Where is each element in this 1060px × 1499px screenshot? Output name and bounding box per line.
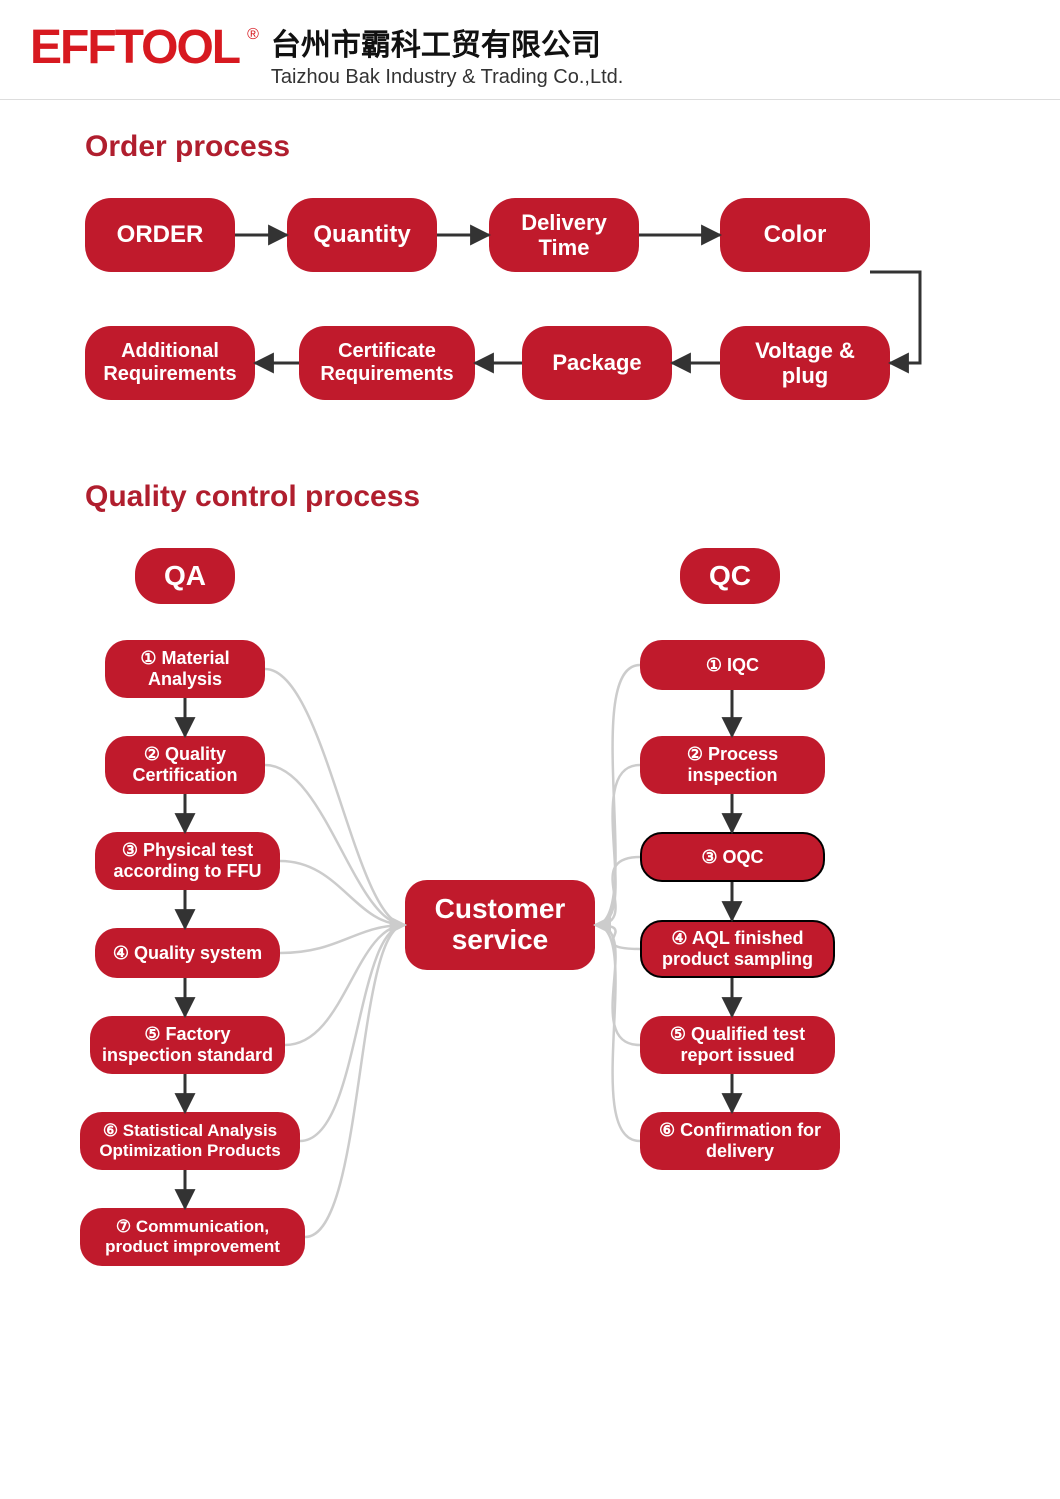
qc-header: QC: [680, 548, 780, 604]
qc-step-2: ② Processinspection: [640, 736, 825, 794]
qa-step-6: ⑥ Statistical AnalysisOptimization Produ…: [80, 1112, 300, 1170]
qa-step-7: ⑦ Communication,product improvement: [80, 1208, 305, 1266]
qa-step-1: ① MaterialAnalysis: [105, 640, 265, 698]
qa-step-2: ② QualityCertification: [105, 736, 265, 794]
logo-text: EFFTOOL: [30, 20, 239, 75]
order-node-package: Package: [522, 326, 672, 400]
company-name-block: 台州市霸科工贸有限公司 Taizhou Bak Industry & Tradi…: [271, 20, 623, 89]
qa-step-5: ⑤ Factoryinspection standard: [90, 1016, 285, 1074]
order-node-delivery: DeliveryTime: [489, 198, 639, 272]
order-node-cert: CertificateRequirements: [299, 326, 475, 400]
order-node-quantity: Quantity: [287, 198, 437, 272]
qa-header: QA: [135, 548, 235, 604]
order-node-color: Color: [720, 198, 870, 272]
order-node-addl: AdditionalRequirements: [85, 326, 255, 400]
order-node-voltage: Voltage &plug: [720, 326, 890, 400]
qa-step-3: ③ Physical testaccording to FFU: [95, 832, 280, 890]
qc-step-4: ④ AQL finishedproduct sampling: [640, 920, 835, 978]
company-name-cn: 台州市霸科工贸有限公司: [271, 20, 623, 64]
quality-control-title: Quality control process: [85, 480, 420, 514]
page-header: EFFTOOL ® 台州市霸科工贸有限公司 Taizhou Bak Indust…: [0, 0, 1060, 100]
qc-step-1: ① IQC: [640, 640, 825, 690]
order-node-order: ORDER: [85, 198, 235, 272]
qc-step-5: ⑤ Qualified testreport issued: [640, 1016, 835, 1074]
qc-step-6: ⑥ Confirmation fordelivery: [640, 1112, 840, 1170]
order-process-title: Order process: [85, 130, 290, 164]
qc-step-3: ③ OQC: [640, 832, 825, 882]
customer-service-node: Customerservice: [405, 880, 595, 970]
registered-mark: ®: [247, 26, 259, 44]
company-name-en: Taizhou Bak Industry & Trading Co.,Ltd.: [271, 66, 623, 89]
qa-step-4: ④ Quality system: [95, 928, 280, 978]
